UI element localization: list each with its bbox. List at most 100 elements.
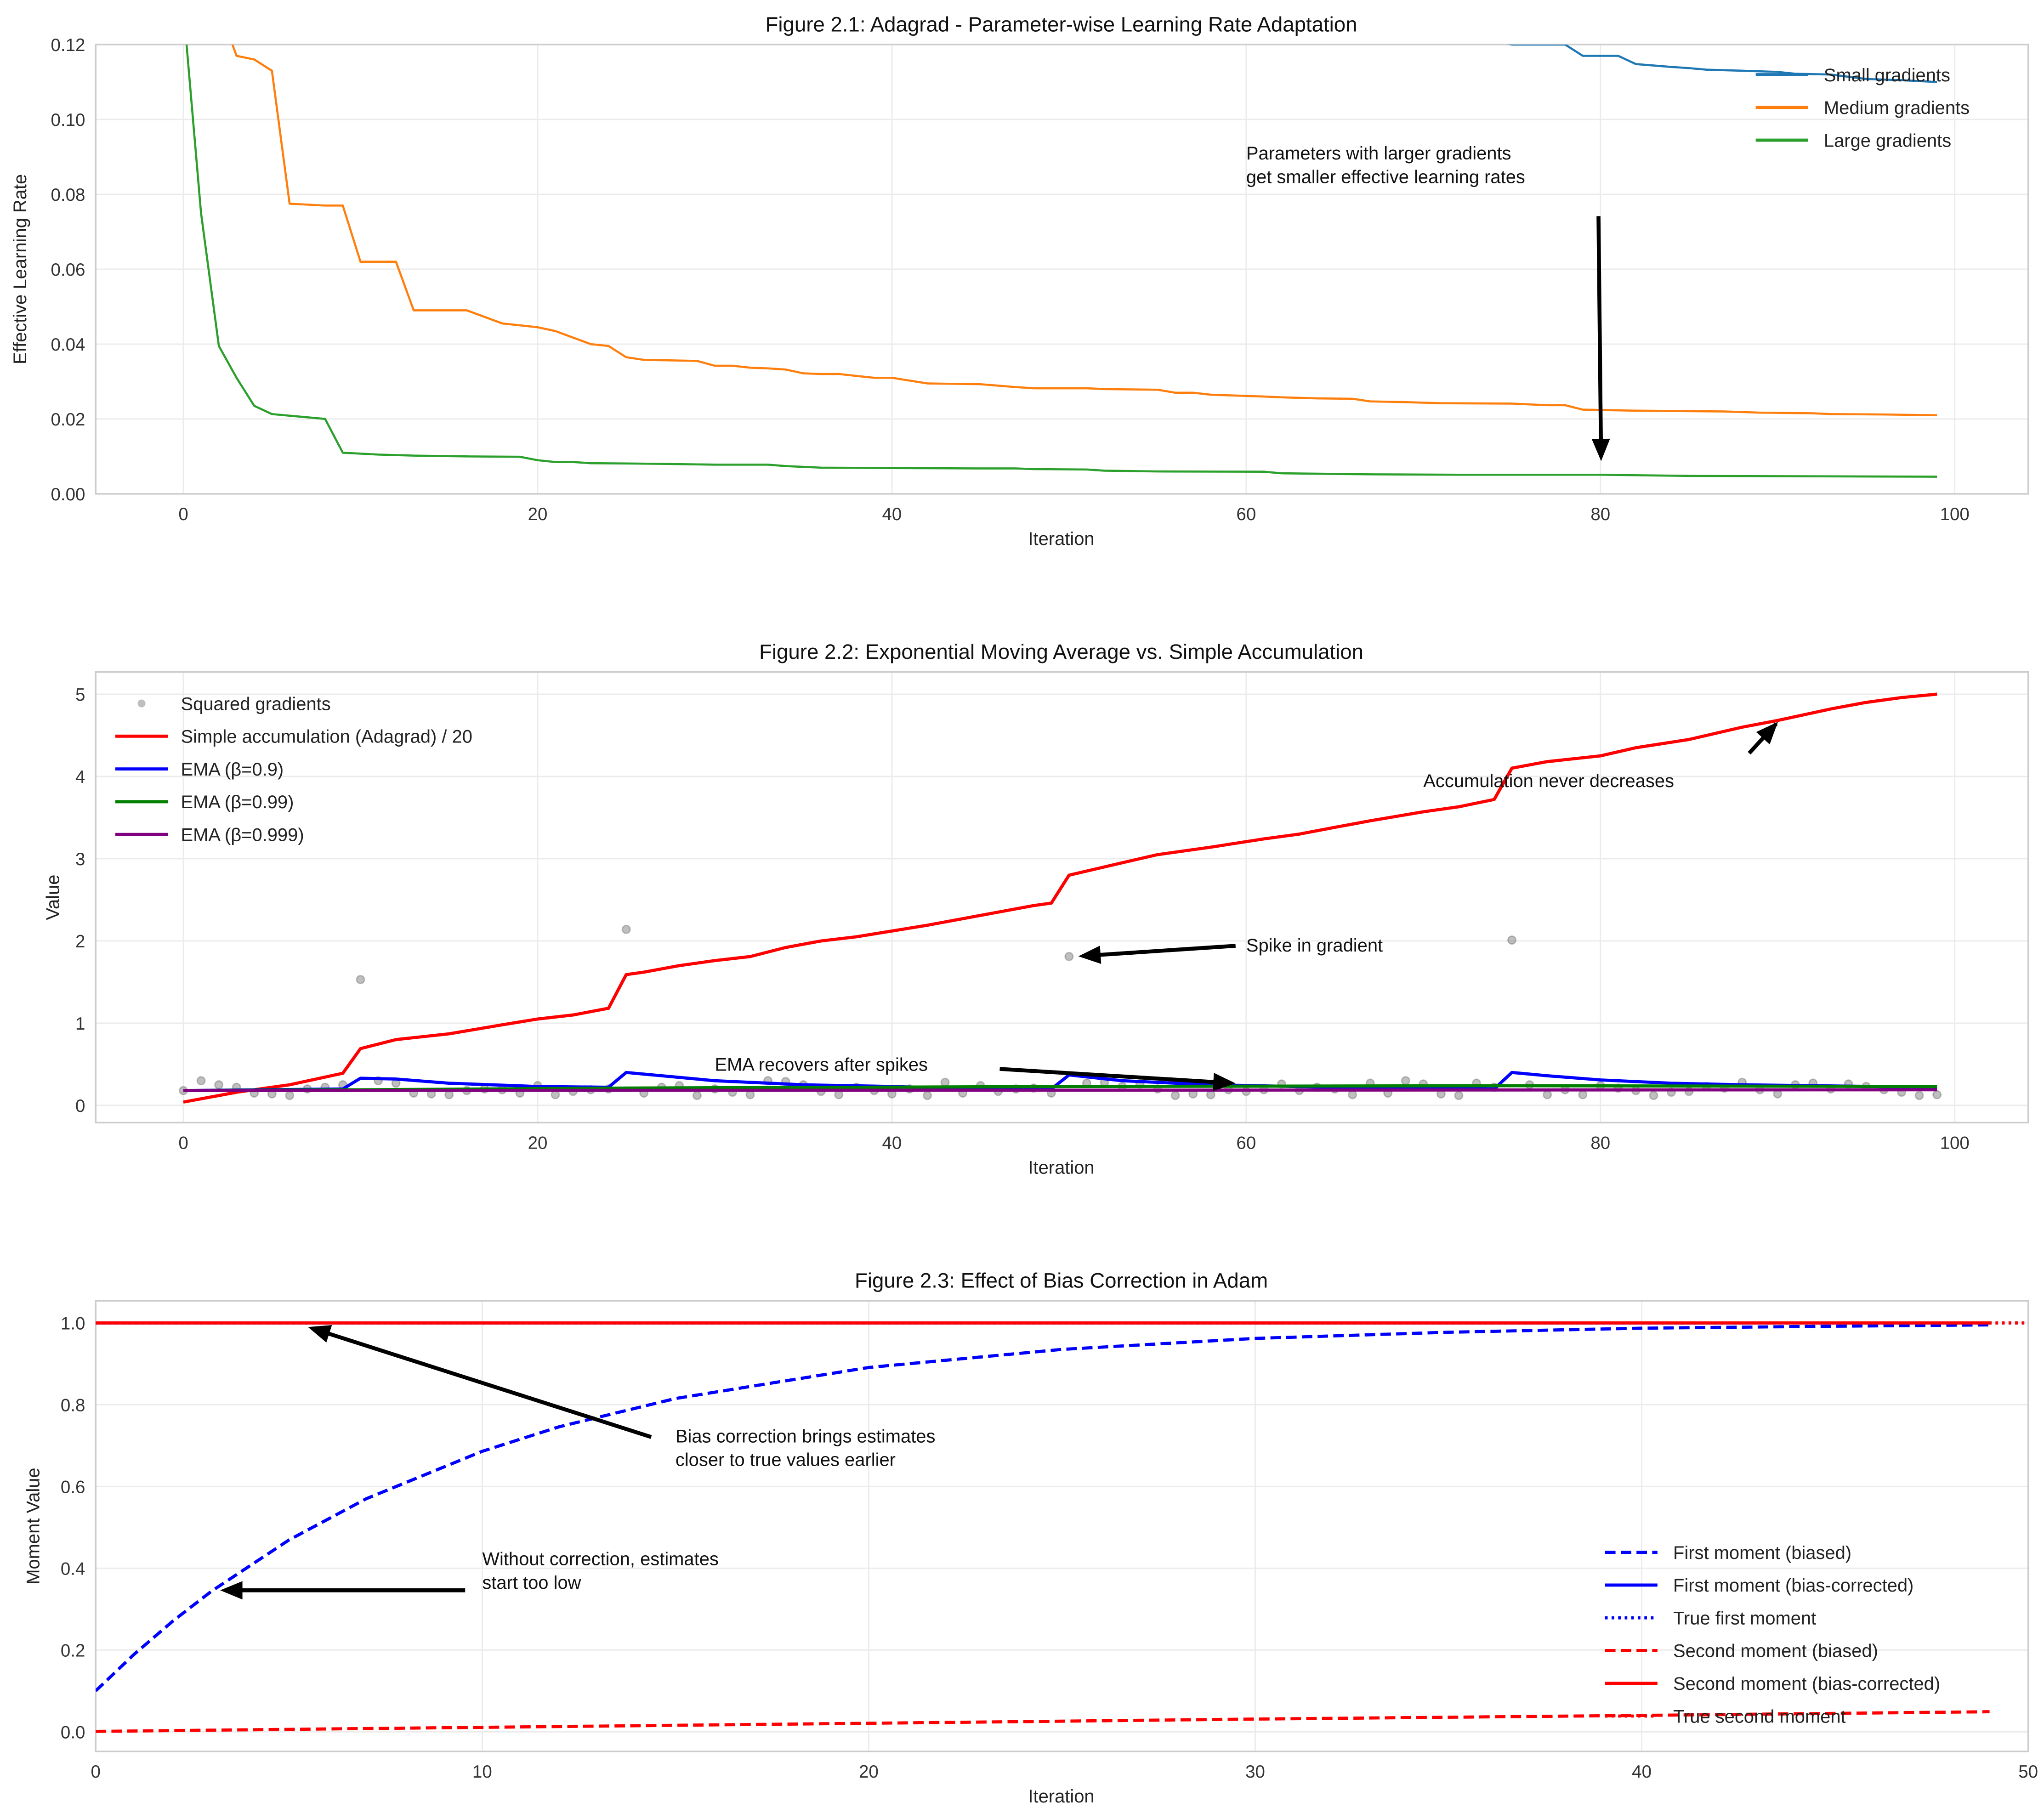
scatter-point-squared-gradient — [1454, 1091, 1464, 1100]
scatter-point-squared-gradient — [1543, 1090, 1552, 1099]
series-line-small-gradients — [1507, 44, 1937, 83]
chart-title: Figure 2.1: Adagrad - Parameter-wise Lea… — [766, 12, 1357, 36]
y-tick-label: 0.4 — [61, 1559, 85, 1579]
annotation-arrow-head — [1078, 946, 1101, 964]
x-axis-label: Iteration — [1028, 529, 1094, 549]
series-line-second-moment-biased- — [96, 1710, 1990, 1733]
x-tick-label: 100 — [1940, 1133, 1970, 1153]
x-tick-label: 100 — [1940, 504, 1970, 524]
y-axis-label: Moment Value — [23, 1467, 44, 1584]
y-tick-label: 4 — [75, 767, 85, 787]
y-tick-label: 0.2 — [61, 1641, 85, 1661]
subplot-adagrad: 0 20 40 60 80 100 0.00 0.02 0.04 0.06 0.08 0.10 0.12… — [10, 12, 2029, 549]
legend-label: True second moment — [1673, 1706, 1846, 1727]
scatter-point-squared-gradient — [1348, 1090, 1357, 1099]
chart-title: Figure 2.2: Exponential Moving Average v… — [759, 640, 1363, 663]
scatter-point-squared-gradient — [621, 924, 631, 934]
y-tick-label: 0 — [75, 1096, 85, 1116]
annotation: Spike in gradient — [1246, 935, 1383, 956]
legend-label: Second moment (biased) — [1673, 1641, 1878, 1661]
annotation-text: Spike in gradient — [1246, 935, 1383, 956]
annotation-text: Parameters with larger gradients — [1246, 143, 1511, 164]
x-tick-label: 80 — [1590, 1133, 1610, 1153]
annotation-arrow-head — [220, 1581, 243, 1600]
legend-marker-scatter — [137, 699, 146, 708]
subplot-ema: 0 20 40 60 80 100 0 1 2 3 4 5 Figure 2.2: Exponentia… — [43, 640, 2029, 1178]
legend-label: EMA (β=0.9) — [181, 759, 284, 780]
y-tick-label: 0.06 — [51, 260, 85, 280]
scatter-point-squared-gradient — [692, 1091, 702, 1100]
scatter-point-squared-gradient — [285, 1091, 295, 1100]
scatter-point-squared-gradient — [1170, 1091, 1180, 1100]
y-tick-label: 3 — [75, 850, 85, 869]
legend: Small gradients Medium gradients Large gra… — [1755, 65, 1970, 151]
legend-label: Medium gradients — [1824, 98, 1970, 118]
scatter-point-squared-gradient — [1914, 1091, 1924, 1100]
plot-area — [179, 692, 1942, 1104]
y-tick-label: 1 — [75, 1014, 85, 1034]
x-tick-label: 30 — [1245, 1762, 1265, 1782]
x-tick-label: 0 — [178, 504, 188, 524]
annotation-text: closer to true values earlier — [676, 1450, 896, 1470]
x-axis-label: Iteration — [1028, 1786, 1094, 1807]
scatter-point-squared-gradient — [1401, 1076, 1410, 1086]
scatter-point-squared-gradient — [196, 1076, 206, 1086]
series-line-large-gradients — [185, 44, 1937, 478]
scatter-point-squared-gradient — [1206, 1090, 1215, 1099]
x-tick-label: 60 — [1236, 1133, 1256, 1153]
x-tick-label: 0 — [178, 1133, 188, 1153]
y-tick-label: 0.6 — [61, 1478, 85, 1497]
y-axis-label: Value — [43, 874, 63, 920]
y-tick-label: 5 — [75, 685, 85, 705]
annotation-arrow-head — [308, 1325, 332, 1343]
x-tick-label: 20 — [528, 1133, 548, 1153]
scatter-point-squared-gradient — [834, 1090, 844, 1099]
y-tick-label: 2 — [75, 932, 85, 952]
scatter-point-squared-gradient — [745, 1090, 755, 1099]
scatter-point-squared-gradient — [1064, 952, 1074, 961]
y-tick-label: 0.08 — [51, 185, 85, 205]
x-tick-label: 20 — [528, 504, 548, 524]
annotation-arrow-line — [999, 1067, 1222, 1085]
annotation-arrow-line — [1087, 944, 1236, 958]
series-line-ema-0-999- — [183, 1088, 1937, 1093]
annotation: EMA recovers after spikes — [715, 1055, 928, 1075]
y-tick-label: 0.04 — [51, 335, 85, 355]
y-tick-label: 0.10 — [51, 110, 85, 130]
legend: First moment (biased) First moment (bias-… — [1605, 1543, 1940, 1727]
y-tick-label: 0.8 — [61, 1396, 85, 1416]
scatter-point-squared-gradient — [1507, 935, 1517, 945]
annotation-text: Without correction, estimates — [482, 1549, 719, 1569]
annotation-text: EMA recovers after spikes — [715, 1055, 928, 1075]
annotation-arrow-head — [1756, 721, 1778, 745]
y-tick-label: 1.0 — [61, 1314, 85, 1334]
annotation-arrow-head — [1213, 1073, 1236, 1091]
x-tick-label: 40 — [882, 1133, 902, 1153]
plot-frame — [95, 44, 2029, 495]
scatter-point-squared-gradient — [1578, 1090, 1588, 1099]
y-tick-label: 0.02 — [51, 410, 85, 430]
annotation-arrow-line — [328, 1331, 652, 1439]
legend-label: Squared gradients — [181, 694, 331, 714]
x-tick-label: 10 — [472, 1762, 492, 1782]
annotation: Without correction, estimates start too l… — [482, 1549, 719, 1592]
annotation-text: get smaller effective learning rates — [1246, 167, 1525, 187]
series-line-first-moment-biased- — [96, 1323, 1990, 1692]
scatter-point-squared-gradient — [214, 1080, 224, 1090]
legend-label: Simple accumulation (Adagrad) / 20 — [181, 727, 472, 747]
scatter-point-squared-gradient — [923, 1091, 932, 1100]
annotation-text: Accumulation never decreases — [1423, 771, 1674, 791]
annotation-arrow-line — [1596, 216, 1603, 447]
x-tick-label: 0 — [91, 1762, 101, 1782]
x-tick-label: 50 — [2018, 1762, 2038, 1782]
subplot-bias-correction: 0 10 20 30 40 50 0.0 0.2 0.4 0.6 0.8 1.0 Figure 2.3:… — [23, 1269, 2038, 1807]
plot-frame — [95, 1300, 2029, 1752]
x-tick-label: 60 — [1236, 504, 1256, 524]
legend-label: Large gradients — [1824, 130, 1951, 151]
annotation: Accumulation never decreases — [1423, 771, 1674, 791]
legend: Squared gradients Simple accumulation (Ad… — [115, 694, 472, 845]
scatter-point-squared-gradient — [940, 1077, 950, 1087]
y-tick-label: 0.12 — [51, 35, 85, 55]
chart-title: Figure 2.3: Effect of Bias Correction in… — [855, 1269, 1268, 1292]
annotation: Bias correction brings estimates closer t… — [676, 1426, 936, 1470]
